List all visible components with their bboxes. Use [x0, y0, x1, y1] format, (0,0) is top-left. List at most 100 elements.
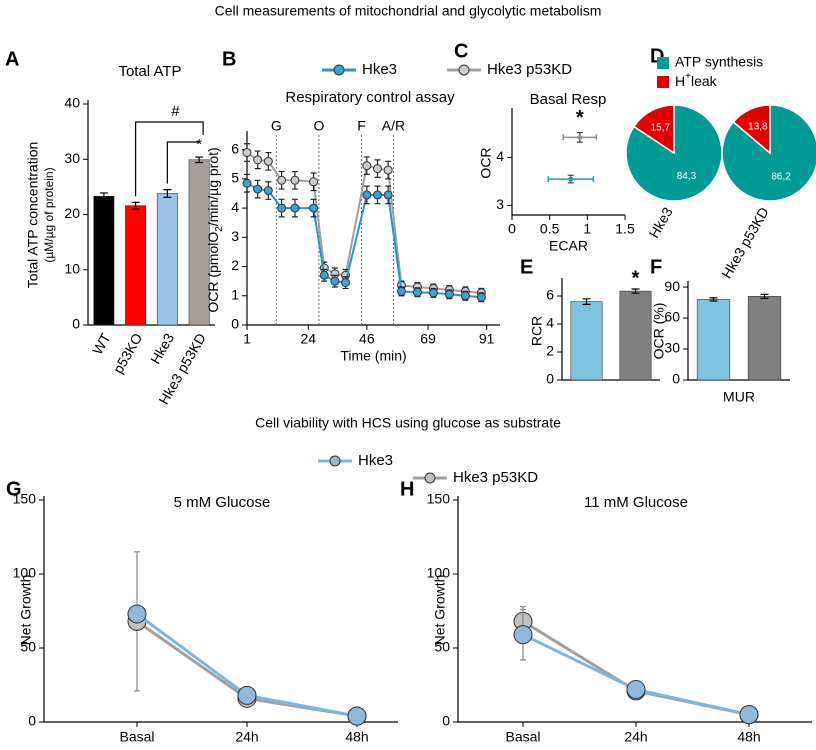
rich-text: OCR (pmolO2/min/µg prot)	[205, 147, 225, 312]
slice-label: 15,7	[651, 122, 671, 133]
legend-label: Hke3 p53KD	[453, 469, 538, 486]
y-tick-label: 0	[672, 371, 680, 387]
point	[237, 685, 257, 705]
point	[341, 278, 351, 288]
panel-letter: E	[520, 256, 533, 278]
x-tick-label: 46	[359, 331, 375, 347]
y-tick-label: 150	[13, 491, 37, 507]
panel-letter: B	[222, 48, 236, 70]
point	[396, 286, 406, 296]
y-tick-label: 0	[442, 713, 450, 729]
y-axis-label: Total ATP concentration	[25, 142, 41, 289]
y-axis-label: Net Growth	[18, 575, 34, 646]
panel-letter: F	[650, 256, 662, 278]
x-tick-label: Basal	[505, 729, 540, 745]
pie-slice	[625, 104, 723, 202]
legend-marker	[333, 64, 345, 76]
series-line	[522, 633, 750, 717]
point	[309, 203, 319, 213]
axis-line	[511, 108, 625, 216]
point	[253, 184, 263, 194]
slice-label: 13,8	[748, 122, 768, 133]
rich-text: H+leak	[675, 71, 718, 89]
legend-label: Hke3 p53KD	[487, 61, 572, 78]
y-tick-label: 10	[64, 260, 80, 276]
point	[412, 287, 422, 297]
point	[568, 176, 574, 182]
y-tick-label: 100	[13, 565, 37, 581]
annotation: #	[171, 103, 180, 120]
point	[253, 155, 263, 165]
x-axis-label: Time (min)	[340, 348, 406, 364]
x-tick-label: 91	[479, 331, 495, 347]
y-tick-label: 0	[28, 713, 36, 729]
point	[460, 291, 470, 301]
point	[263, 186, 273, 196]
event-label: O	[313, 118, 324, 134]
text-part: 2	[214, 226, 225, 232]
panel-letter: H	[400, 478, 414, 500]
x-tick-label: 1.5	[615, 221, 635, 237]
panel-title: Basal Resp	[530, 91, 607, 108]
annotation: *	[632, 267, 640, 289]
point	[739, 705, 759, 725]
point	[444, 289, 454, 299]
x-tick-label: 48h	[345, 729, 368, 745]
event-label: G	[271, 118, 282, 134]
error-bar	[582, 298, 591, 305]
y-axis-label: OCR (%)	[651, 303, 667, 360]
point	[577, 134, 583, 140]
x-axis-label: ECAR	[549, 238, 588, 254]
x-tick-label: Hke3	[147, 330, 177, 366]
y-axis-label: Net Growth	[432, 575, 448, 646]
y-tick-label: 0	[72, 316, 80, 332]
bar	[570, 301, 603, 381]
bracket	[166, 141, 200, 184]
x-tick-label: WT	[89, 330, 114, 357]
y-tick-label: 60	[664, 309, 680, 325]
y-tick-label: 0	[231, 316, 239, 332]
y-tick-label: 0	[546, 371, 554, 387]
error-bar	[631, 288, 640, 294]
y-tick-label: 3	[231, 228, 239, 244]
point	[290, 175, 300, 185]
y-tick-label: 3	[496, 196, 504, 212]
annotation: *	[576, 107, 584, 129]
point	[263, 156, 273, 166]
slice-label: 86,2	[771, 172, 791, 183]
y-tick-label: 6	[546, 287, 554, 303]
panel-letter: G	[6, 478, 22, 500]
y-tick-label: 4	[231, 199, 239, 215]
pie-label: Hke3	[646, 204, 676, 240]
bar	[696, 299, 731, 381]
point	[330, 276, 340, 286]
point	[626, 679, 646, 699]
event-label: A/R	[382, 118, 405, 134]
section-title: Cell viability with HCS using glucose as…	[255, 415, 561, 431]
y-tick-label: 150	[427, 491, 451, 507]
text-part: leak	[691, 73, 718, 89]
y-tick-label: 1	[231, 286, 239, 302]
x-tick-label: Basal	[119, 729, 154, 745]
y-tick-label: 30	[64, 150, 80, 166]
point	[309, 177, 319, 187]
error-bar	[99, 192, 108, 201]
y-tick-label: 40	[64, 95, 80, 111]
x-tick-label: 24h	[235, 729, 258, 745]
text-part: H	[675, 73, 685, 89]
event-label: F	[357, 118, 366, 134]
annotation: *	[196, 136, 202, 153]
y-tick-label: 2	[231, 257, 239, 273]
point	[347, 706, 367, 726]
x-tick-label: 24	[300, 331, 316, 347]
x-tick-label: 0.5	[540, 221, 560, 237]
legend-swatch	[657, 76, 669, 88]
panel-title: Total ATP	[118, 63, 181, 80]
y-axis-label: (µM/µg of protein)	[42, 167, 56, 262]
y-axis-label: OCR	[478, 147, 494, 178]
legend-marker	[458, 64, 470, 76]
x-tick-label: 24h	[624, 729, 647, 745]
y-tick-label: 4	[546, 315, 554, 331]
error-bar	[709, 297, 718, 302]
figure-header: Cell measurements of mitochondrial and g…	[215, 3, 602, 19]
